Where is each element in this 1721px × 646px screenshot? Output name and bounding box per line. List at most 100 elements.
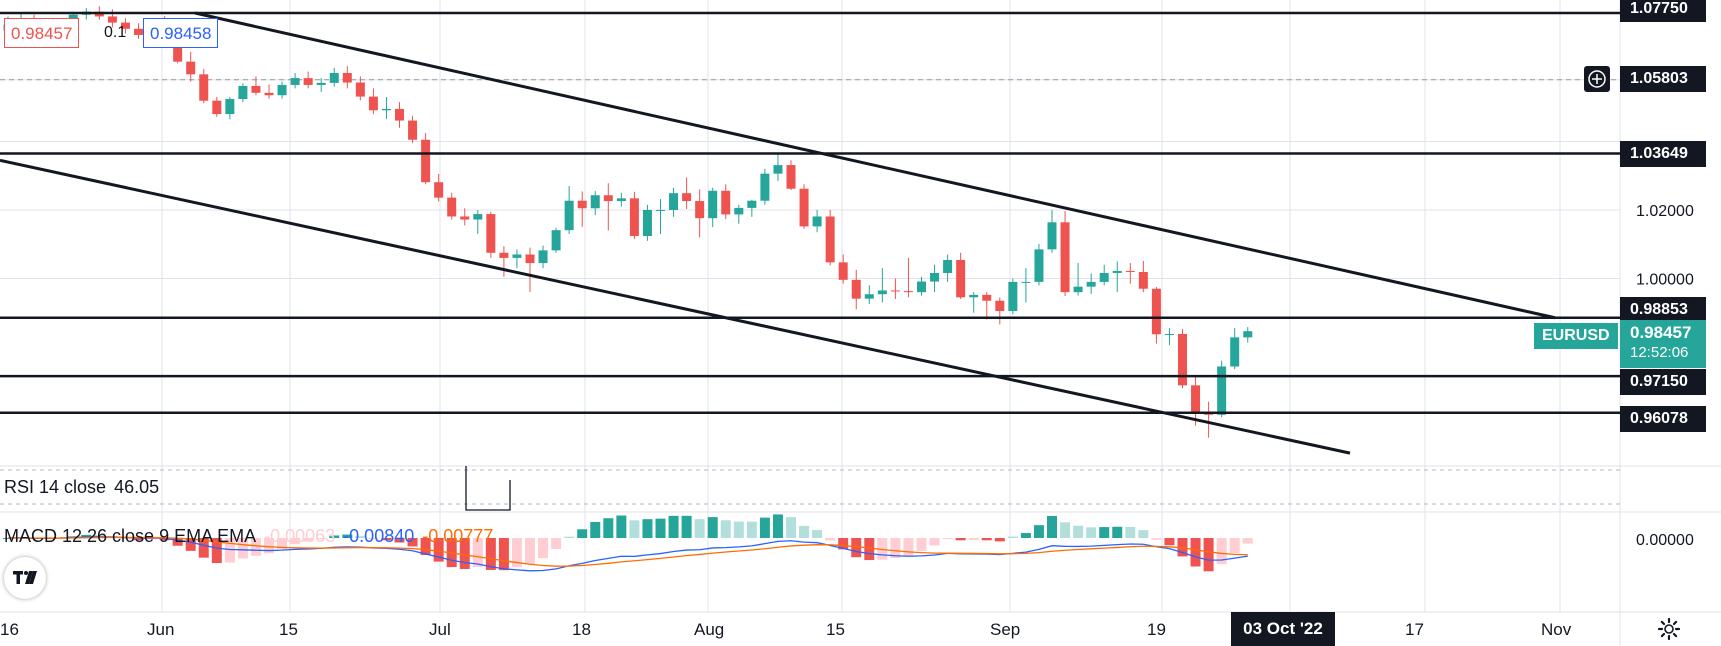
tradingview-logo[interactable]: [4, 557, 46, 599]
macd-histogram-bar: [772, 514, 783, 538]
candle: [564, 185, 574, 234]
candle-body: [447, 197, 457, 217]
trendline-drawings[interactable]: [0, 11, 1620, 455]
macd-histogram-bar: [1138, 530, 1149, 538]
candle-body: [1191, 385, 1201, 413]
macd-line-value: -0.00840: [343, 526, 415, 546]
macd-histogram-bar: [472, 538, 483, 568]
macd-histogram-bar: [185, 538, 196, 551]
candle-body: [134, 28, 143, 35]
rsi-legend[interactable]: RSI 14 close 46.05: [4, 477, 167, 498]
time-label-4: 18: [572, 620, 591, 639]
candle: [903, 257, 913, 298]
candle: [603, 183, 613, 231]
channel-lower-trendline: [0, 158, 1351, 455]
candle-body: [264, 92, 274, 96]
candle: [1008, 278, 1018, 315]
macd-histogram-bar: [525, 538, 535, 565]
candle: [1034, 243, 1044, 286]
candle: [773, 153, 783, 181]
candle: [786, 160, 796, 191]
candle-body: [642, 209, 652, 236]
candle-body: [303, 78, 313, 85]
candle: [1217, 360, 1227, 418]
candle-body: [512, 254, 522, 258]
candle-body: [930, 272, 940, 282]
macd-histogram-bar: [1151, 538, 1162, 540]
macd-histogram-bar: [1047, 515, 1057, 538]
candle-body: [486, 214, 496, 253]
candle-body: [656, 209, 665, 211]
candle: [1151, 287, 1161, 344]
candle-body: [408, 120, 418, 140]
macd-histogram-bar: [799, 525, 810, 538]
candle: [747, 199, 757, 217]
macd-histogram-bar: [1203, 538, 1214, 572]
level-tag-5: 0.96078: [1620, 406, 1706, 432]
macd-histogram-bar: [616, 515, 627, 538]
candle: [277, 81, 287, 99]
candle: [1112, 261, 1122, 293]
macd-histogram-bar: [629, 520, 640, 538]
add-alert-button[interactable]: [1584, 66, 1610, 92]
candle: [1164, 328, 1174, 346]
candle: [917, 276, 926, 296]
macd-histogram-bar: [198, 538, 209, 558]
candle-body: [186, 61, 196, 75]
candle-body: [734, 207, 744, 215]
macd-histogram-bar: [381, 538, 392, 541]
candle-body: [995, 300, 1005, 312]
macd-histogram-bar: [394, 538, 405, 543]
candle-body: [1060, 222, 1070, 293]
candle-body: [1178, 333, 1187, 386]
candle-body: [825, 216, 835, 263]
settings-gear-button[interactable]: [1657, 617, 1681, 641]
macd-histogram-bar: [981, 538, 992, 541]
candle-body: [603, 195, 613, 202]
price-axis[interactable]: 1.02000 1.00000 0.00000: [1636, 203, 1694, 549]
candle-body: [616, 198, 626, 202]
macd-histogram-bar: [420, 538, 431, 556]
candle: [355, 76, 365, 101]
candle: [329, 67, 339, 87]
candle: [930, 264, 940, 293]
candle: [251, 76, 261, 96]
candle-body: [329, 72, 339, 83]
candle-body: [708, 190, 718, 219]
time-label-2: 15: [279, 620, 298, 639]
macd-histogram-bar: [994, 538, 1005, 542]
candle-body: [629, 198, 639, 236]
level-tag-4: 0.97150: [1620, 369, 1706, 395]
macd-histogram-bar: [368, 538, 379, 540]
candle-body: [107, 16, 117, 23]
candle-body: [1008, 281, 1018, 312]
candle: [799, 184, 809, 229]
macd-signal-value: -0.00777: [422, 526, 494, 546]
candle-body: [1138, 271, 1148, 289]
candle-body: [1164, 333, 1174, 335]
candle: [460, 208, 470, 226]
macd-histogram-value: -0.00063: [264, 526, 336, 546]
sell-button[interactable]: 0.98457: [4, 18, 80, 48]
candle: [186, 51, 196, 82]
candle: [708, 187, 718, 228]
candle: [368, 88, 378, 115]
time-label-1: Jun: [147, 620, 175, 639]
candle: [982, 292, 992, 320]
candle-body: [1073, 286, 1083, 293]
candle-body: [290, 78, 300, 85]
gear-icon: [1657, 617, 1681, 641]
candle: [486, 211, 496, 258]
buy-button[interactable]: 0.98458: [143, 18, 219, 48]
macd-legend[interactable]: MACD 12 26 close 9 EMA EMA -0.00063 -0.008…: [4, 526, 501, 547]
candle-body: [786, 165, 796, 189]
candle: [825, 209, 835, 266]
symbol-tag: EURUSD: [1534, 323, 1618, 349]
price-tick-label-0: 1.02000: [1636, 203, 1694, 220]
candle-body: [682, 193, 692, 202]
candle-body: [238, 85, 248, 99]
candle: [499, 246, 509, 277]
macd-histogram-bar: [720, 520, 731, 538]
macd-histogram-bar: [250, 538, 261, 556]
